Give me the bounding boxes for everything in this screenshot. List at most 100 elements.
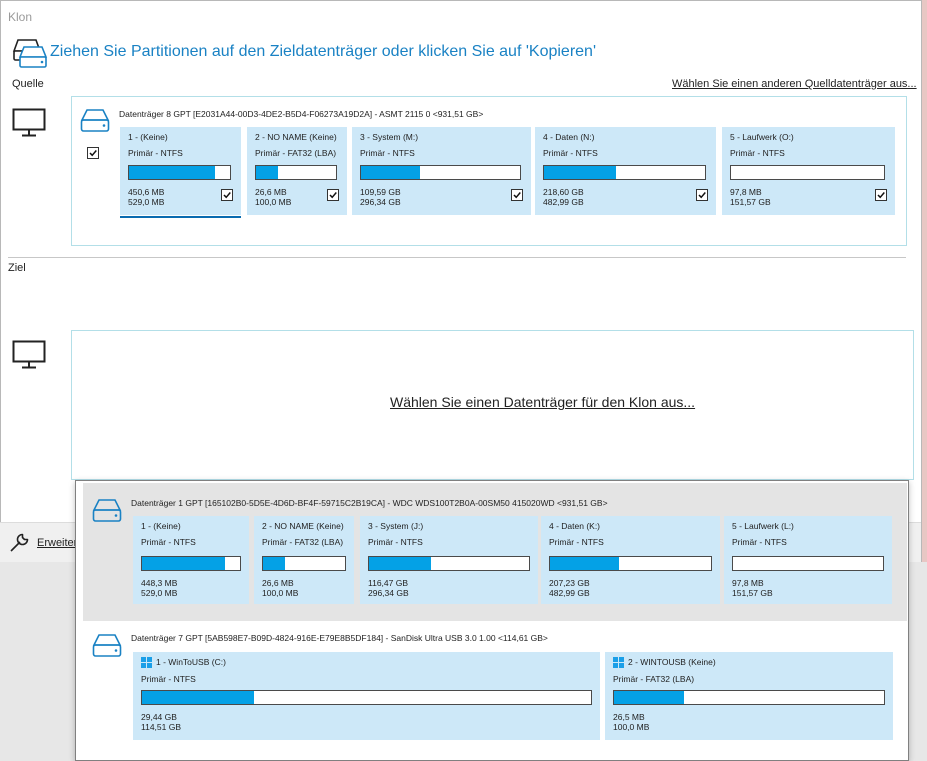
partition-name: 4 - Daten (K:) [549, 521, 601, 531]
partition-type: Primär - NTFS [730, 148, 785, 158]
used-size: 450,6 MB [128, 187, 165, 197]
partition-card[interactable]: 1 - (Keine) Primär - NTFS 448,3 MB 529,0 MB [133, 516, 249, 604]
selected-partition-indicator [120, 216, 241, 218]
disk-option-header[interactable]: Datenträger 7 GPT [5AB598E7-B09D-4824-91… [131, 633, 548, 643]
partition-card[interactable]: 3 - System (J:) Primär - NTFS 116,47 GB 296… [360, 516, 538, 604]
usage-bar [141, 556, 241, 571]
partition-name: 1 - (Keine) [128, 132, 168, 142]
total-size: 151,57 GB [732, 588, 773, 598]
usage-bar-fill [361, 166, 420, 179]
disk-icon [91, 633, 123, 659]
choose-other-source-link[interactable]: Wählen Sie einen anderen Quelldatenträge… [672, 78, 917, 90]
total-size: 482,99 GB [543, 197, 584, 207]
partition-checkbox[interactable] [327, 189, 339, 201]
section-divider [8, 257, 906, 258]
used-size: 97,8 MB [730, 187, 762, 197]
partition-type: Primär - NTFS [360, 148, 415, 158]
partition-name: 3 - System (M:) [360, 132, 419, 142]
target-disk-panel[interactable] [71, 330, 914, 480]
usage-bar [732, 556, 884, 571]
total-size: 529,0 MB [141, 588, 178, 598]
partition-card[interactable]: 2 - NO NAME (Keine) Primär - FAT32 (LBA) 2… [247, 127, 347, 215]
used-size: 448,3 MB [141, 578, 178, 588]
usage-bar [128, 165, 231, 180]
partition-type: Primär - NTFS [128, 148, 183, 158]
partition-type: Primär - NTFS [141, 537, 196, 547]
partition-type: Primär - FAT32 (LBA) [262, 537, 344, 547]
partition-type: Primär - NTFS [368, 537, 423, 547]
usage-bar [141, 690, 592, 705]
partition-card[interactable]: 5 - Laufwerk (L:) Primär - NTFS 97,8 MB 151… [724, 516, 892, 604]
partition-name: 2 - WINTOUSB (Keine) [628, 657, 716, 667]
disk-icon [91, 498, 123, 524]
window-title: Klon [8, 10, 33, 24]
usage-bar [549, 556, 712, 571]
partition-checkbox[interactable] [221, 189, 233, 201]
target-label: Ziel [8, 262, 26, 274]
partition-card[interactable]: 5 - Laufwerk (O:) Primär - NTFS 97,8 MB 151… [722, 127, 895, 215]
usage-bar-fill [263, 557, 286, 570]
choose-target-disk-link[interactable]: Wählen Sie einen Datenträger für den Klo… [390, 394, 696, 410]
partition-type: Primär - NTFS [549, 537, 604, 547]
clone-disks-icon [12, 37, 48, 69]
usage-bar-fill [544, 166, 617, 179]
partition-name: 2 - NO NAME (Keine) [262, 521, 344, 531]
usage-bar-fill [142, 557, 226, 570]
usage-bar [730, 165, 885, 180]
partition-card[interactable]: 1 - (Keine) Primär - NTFS 450,6 MB 529,0 MB [120, 127, 241, 215]
header-title: Ziehen Sie Partitionen auf den Zieldaten… [50, 43, 596, 60]
source-disk-header: Datenträger 8 GPT [E2031A44-00D3-4DE2-B5… [119, 109, 484, 119]
partition-type: Primär - NTFS [141, 674, 196, 685]
partition-name: 1 - (Keine) [141, 521, 181, 531]
source-disk-checkbox[interactable] [87, 147, 99, 159]
total-size: 100,0 MB [255, 197, 292, 207]
partition-name: 5 - Laufwerk (O:) [730, 132, 794, 142]
usage-bar-fill [129, 166, 215, 179]
used-size: 26,5 MB [613, 712, 645, 722]
disk-option-header[interactable]: Datenträger 1 GPT [165102B0-5D5E-4D6D-BF… [131, 498, 608, 508]
used-size: 109,59 GB [360, 187, 401, 197]
partition-card[interactable]: 4 - Daten (N:) Primär - NTFS 218,60 GB 482,… [535, 127, 716, 215]
partition-card[interactable]: 1 - WinToUSB (C:) Primär - NTFS 29,44 GB 11… [133, 652, 600, 740]
partition-card[interactable]: 3 - System (M:) Primär - NTFS 109,59 GB 296… [352, 127, 531, 215]
disk-icon [79, 108, 111, 134]
clone-window [0, 0, 922, 562]
total-size: 114,51 GB [141, 722, 182, 732]
partition-type: Primär - FAT32 (LBA) [255, 148, 337, 158]
used-size: 26,6 MB [262, 578, 294, 588]
usage-bar-fill [256, 166, 278, 179]
partition-name: 5 - Laufwerk (L:) [732, 521, 794, 531]
partition-type: Primär - NTFS [543, 148, 598, 158]
total-size: 296,34 GB [360, 197, 401, 207]
partition-type: Primär - NTFS [732, 537, 787, 547]
partition-name: 4 - Daten (N:) [543, 132, 595, 142]
partition-checkbox[interactable] [875, 189, 887, 201]
wrench-icon[interactable] [8, 530, 32, 554]
used-size: 218,60 GB [543, 187, 584, 197]
advanced-options-link[interactable]: Erweiter [37, 537, 78, 549]
usage-bar-fill [369, 557, 432, 570]
partition-name: 1 - WinToUSB (C:) [156, 657, 226, 667]
partition-card[interactable]: 2 - NO NAME (Keine) Primär - FAT32 (LBA) 2… [254, 516, 354, 604]
partition-checkbox[interactable] [696, 189, 708, 201]
partition-name: 3 - System (J:) [368, 521, 424, 531]
background-strip [922, 0, 927, 562]
partition-type: Primär - FAT32 (LBA) [613, 674, 695, 685]
usage-bar [368, 556, 530, 571]
source-disk-panel [71, 96, 907, 246]
total-size: 296,34 GB [368, 588, 409, 598]
total-size: 529,0 MB [128, 197, 165, 207]
total-size: 100,0 MB [613, 722, 650, 732]
usage-bar-fill [142, 691, 255, 704]
usage-bar [543, 165, 706, 180]
usage-bar-fill [614, 691, 685, 704]
monitor-icon [12, 108, 46, 138]
used-size: 116,47 GB [368, 578, 409, 588]
partition-checkbox[interactable] [511, 189, 523, 201]
usage-bar [255, 165, 337, 180]
partition-card[interactable]: 4 - Daten (K:) Primär - NTFS 207,23 GB 482,… [541, 516, 720, 604]
used-size: 207,23 GB [549, 578, 590, 588]
usage-bar [613, 690, 885, 705]
usage-bar [262, 556, 346, 571]
partition-card[interactable]: 2 - WINTOUSB (Keine) Primär - FAT32 (LBA)… [605, 652, 893, 740]
